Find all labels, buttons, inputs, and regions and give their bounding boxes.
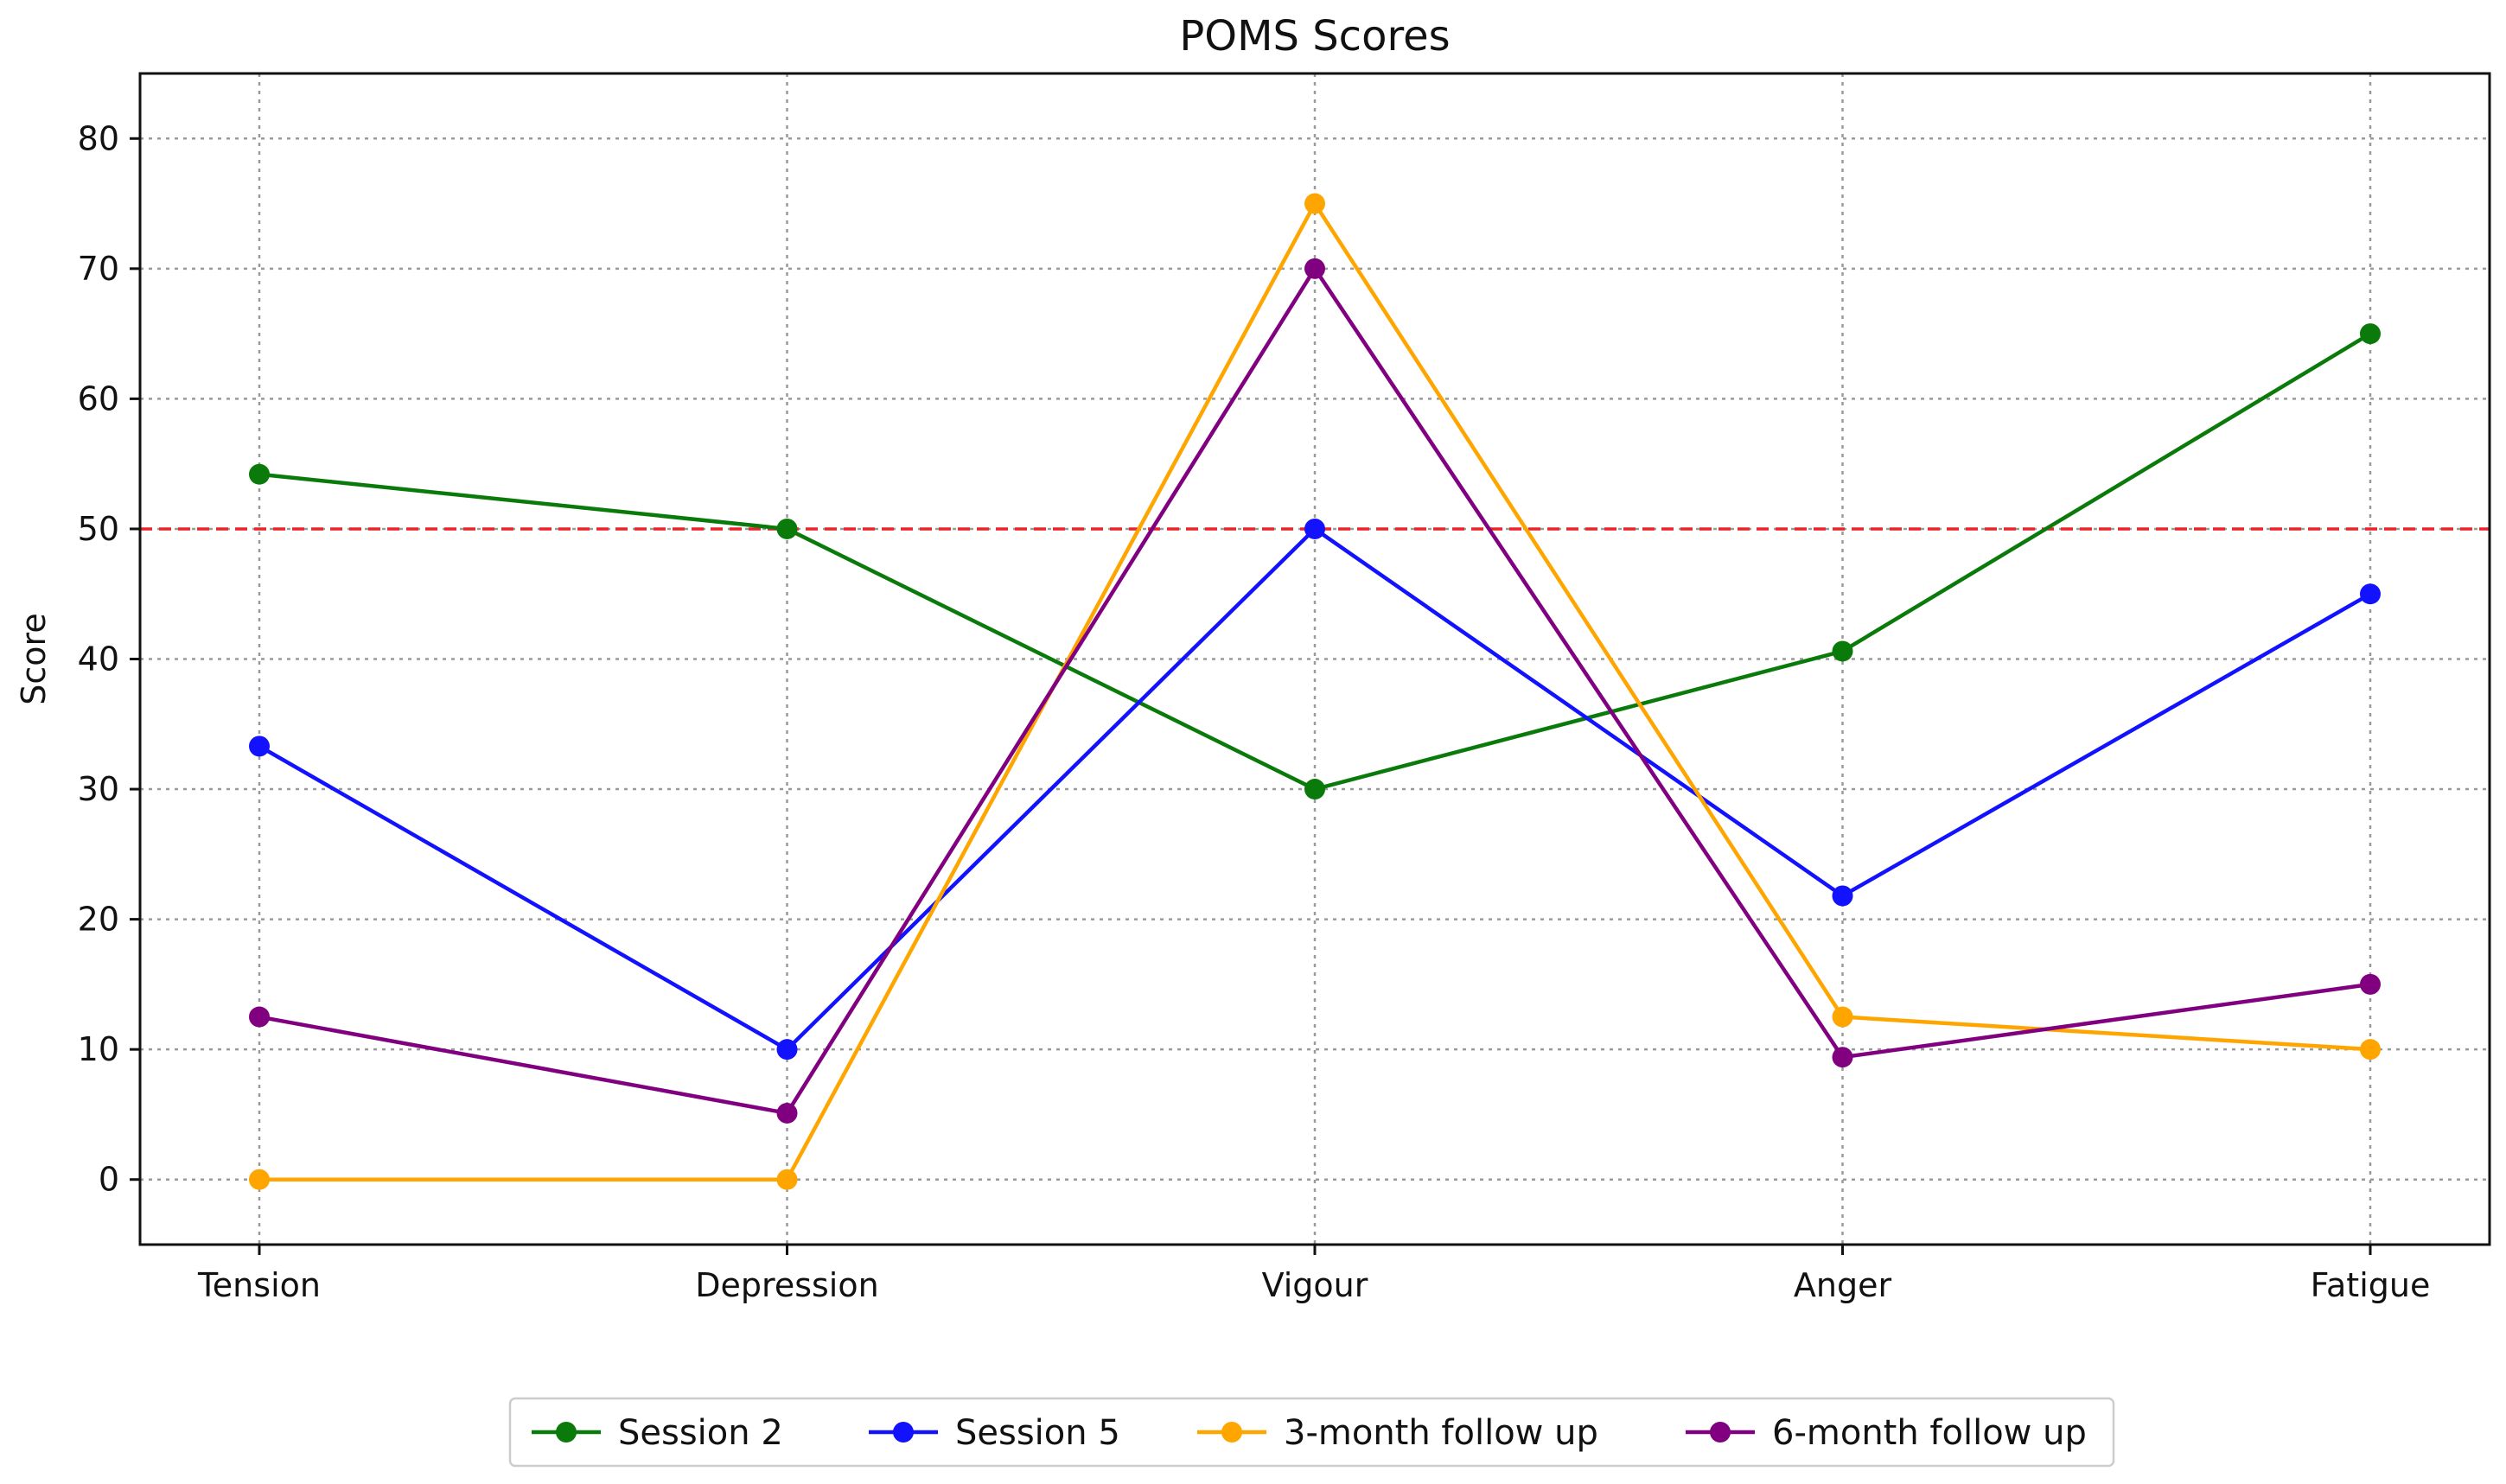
y-tick-label: 10 bbox=[78, 1030, 119, 1068]
y-tick-label: 20 bbox=[78, 901, 119, 939]
data-point bbox=[1832, 1047, 1853, 1068]
chart-title: POMS Scores bbox=[1179, 12, 1450, 61]
data-point bbox=[1304, 193, 1325, 214]
legend-box bbox=[508, 1397, 2115, 1468]
legend-entry: Session 2 bbox=[532, 1413, 783, 1453]
y-tick-label: 60 bbox=[78, 379, 119, 417]
data-point bbox=[249, 1006, 270, 1028]
series-lines bbox=[249, 193, 2381, 1190]
x-tick-label: Tension bbox=[197, 1266, 321, 1304]
grid-lines bbox=[140, 73, 2490, 1245]
legend-label: Session 5 bbox=[955, 1413, 1120, 1453]
data-point bbox=[1832, 885, 1853, 907]
y-axis-label: Score bbox=[15, 613, 53, 704]
data-point bbox=[1832, 640, 1853, 662]
x-tick-label: Fatigue bbox=[2311, 1266, 2431, 1304]
legend-label: 3-month follow up bbox=[1284, 1413, 1598, 1453]
legend-marker bbox=[556, 1422, 577, 1443]
series-1 bbox=[249, 323, 2381, 800]
legend: Session 2 Session 5 3-month follow up 6-mon… bbox=[508, 1397, 2115, 1468]
legend-entry: Session 5 bbox=[869, 1413, 1120, 1453]
data-point bbox=[249, 463, 270, 485]
series-2 bbox=[249, 518, 2381, 1060]
data-point bbox=[776, 1169, 798, 1190]
data-point bbox=[2360, 323, 2381, 345]
legend-entry: 6-month follow up bbox=[1686, 1413, 2087, 1453]
data-point bbox=[776, 518, 798, 539]
axis-ticks: 0 10 20 30 40 50 60 70 80 Tension Depression Vigour… bbox=[78, 119, 2431, 1304]
data-point bbox=[1304, 258, 1325, 279]
data-point bbox=[2360, 583, 2381, 605]
y-tick-label: 30 bbox=[78, 770, 119, 808]
y-tick-label: 50 bbox=[78, 510, 119, 548]
legend-marker bbox=[1221, 1422, 1242, 1443]
data-point bbox=[2360, 973, 2381, 995]
legend-entry: 3-month follow up bbox=[1197, 1413, 1598, 1453]
data-point bbox=[2360, 1039, 2381, 1060]
data-point bbox=[1832, 1006, 1853, 1028]
y-tick-label: 70 bbox=[78, 250, 119, 288]
x-tick-label: Vigour bbox=[1262, 1266, 1368, 1304]
series-3 bbox=[249, 193, 2381, 1190]
data-point bbox=[1304, 779, 1325, 800]
data-point bbox=[776, 1039, 798, 1060]
x-tick-label: Anger bbox=[1794, 1266, 1892, 1304]
y-tick-label: 0 bbox=[99, 1161, 119, 1199]
y-tick-label: 80 bbox=[78, 119, 119, 157]
data-point bbox=[1304, 518, 1325, 539]
legend-marker bbox=[1710, 1422, 1731, 1443]
data-point bbox=[249, 736, 270, 757]
series-4 bbox=[249, 258, 2381, 1124]
legend-label: Session 2 bbox=[618, 1413, 783, 1453]
data-point bbox=[776, 1102, 798, 1124]
x-tick-label: Depression bbox=[695, 1266, 878, 1304]
data-point bbox=[249, 1169, 270, 1190]
legend-label: 6-month follow up bbox=[1772, 1413, 2087, 1453]
legend-marker bbox=[893, 1422, 914, 1443]
y-tick-label: 40 bbox=[78, 640, 119, 678]
